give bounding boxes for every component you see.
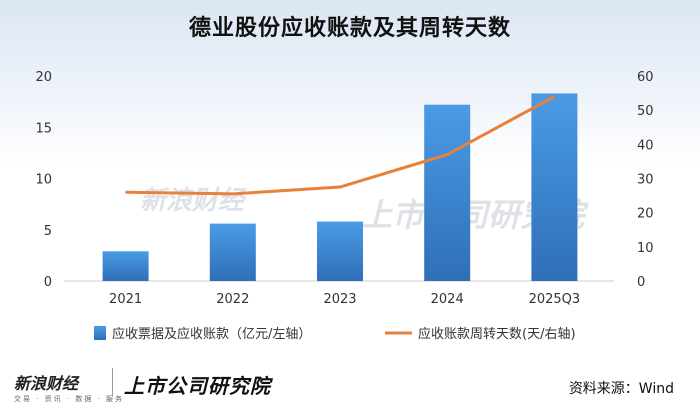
sina-finance-logo-text: 新浪财经 [14, 374, 79, 393]
y-left-tick-label: 10 [35, 173, 52, 188]
sina-finance-logo-sub: 交易 · 资讯 · 数据 · 服务 [14, 395, 125, 403]
bar [531, 93, 578, 281]
combo-chart: 0 5 10 15 20 0 10 20 30 40 50 60 2021 2022 2023 2024 202… [35, 70, 653, 342]
y-right-tick-label: 40 [637, 138, 654, 153]
x-tick-label: 2025Q3 [529, 292, 581, 307]
x-tick-label: 2021 [109, 292, 142, 307]
y-left-tick-label: 0 [44, 275, 52, 290]
footer-divider [112, 368, 113, 396]
sina-finance-logo: 新浪财经 交易 · 资讯 · 数据 · 服务 [14, 370, 124, 404]
y-right-tick-label: 20 [637, 207, 654, 222]
legend-bar-label: 应收票据及应收账款（亿元/左轴） [112, 326, 311, 342]
line-point [446, 154, 448, 156]
line-layer [125, 95, 556, 196]
axes-layer: 0 5 10 15 20 0 10 20 30 40 50 60 2021 2022 2023 2024 202… [35, 70, 653, 307]
line-point [125, 191, 127, 193]
y-right-tick-label: 30 [637, 173, 654, 188]
line-point [339, 186, 341, 188]
x-tick-label: 2023 [323, 292, 356, 307]
institute-logo: 上市公司研究院 [124, 374, 271, 398]
y-right-tick-label: 0 [637, 275, 645, 290]
line-point [232, 193, 234, 195]
y-left-tick-label: 5 [44, 224, 52, 239]
chart-title: 德业股份应收账款及其周转天数 [188, 16, 511, 41]
x-tick-label: 2024 [431, 292, 464, 307]
y-left-tick-label: 20 [35, 70, 52, 85]
legend-bar-swatch [94, 326, 106, 340]
y-right-tick-label: 50 [637, 104, 654, 119]
line-point [553, 96, 555, 97]
bar [424, 104, 471, 281]
x-tick-label: 2022 [216, 292, 249, 307]
bar [317, 221, 363, 281]
legend-line-label: 应收账款周转天数(天/右轴) [418, 326, 576, 342]
bars-layer [102, 93, 578, 281]
series-line [125, 95, 556, 196]
source-note: 资料来源：Wind [568, 381, 674, 397]
bar [209, 223, 256, 281]
y-right-tick-label: 10 [637, 241, 654, 256]
y-right-tick-label: 60 [637, 70, 654, 85]
legend: 应收票据及应收账款（亿元/左轴） 应收账款周转天数(天/右轴) [94, 326, 576, 342]
bar [102, 251, 149, 281]
y-left-tick-label: 15 [35, 121, 52, 136]
